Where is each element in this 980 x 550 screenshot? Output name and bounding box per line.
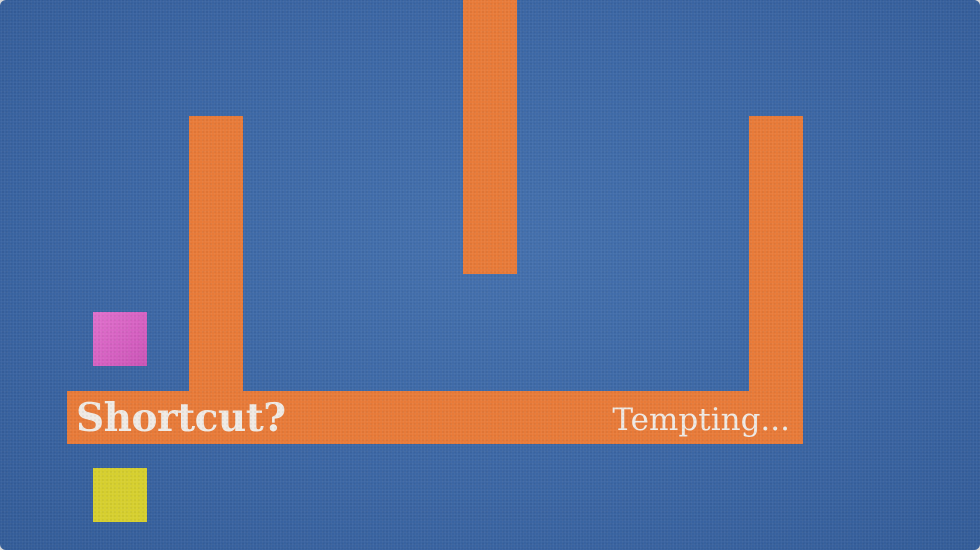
- tempting-caption: Tempting...: [612, 402, 790, 438]
- wall-left: [189, 116, 243, 392]
- wall-right: [749, 116, 803, 392]
- shortcut-caption: Shortcut?: [76, 395, 286, 441]
- wall-top-center: [463, 0, 517, 274]
- player-square[interactable]: [93, 312, 147, 366]
- goal-square: [93, 468, 147, 522]
- wall-floor: [67, 391, 803, 444]
